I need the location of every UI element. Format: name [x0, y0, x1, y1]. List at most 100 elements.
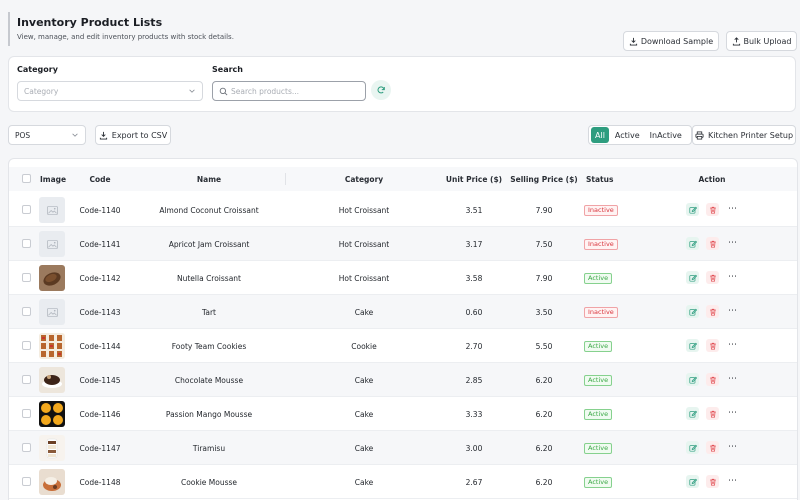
- bulk-upload-button[interactable]: Bulk Upload: [726, 31, 797, 51]
- edit-button[interactable]: [686, 237, 699, 250]
- category-label: Category: [17, 65, 58, 74]
- trash-icon: [709, 308, 717, 316]
- row-checkbox[interactable]: [22, 375, 31, 384]
- delete-button[interactable]: [706, 305, 719, 318]
- cell-unit-price: 2.85: [465, 375, 483, 385]
- more-actions-button[interactable]: ⋯: [726, 237, 739, 250]
- more-actions-button[interactable]: ⋯: [726, 407, 739, 420]
- delete-button[interactable]: [706, 203, 719, 216]
- more-actions-button[interactable]: ⋯: [726, 339, 739, 352]
- edit-button[interactable]: [686, 203, 699, 216]
- table-row[interactable]: Code-1142 Nutella Croissant Hot Croissant 3…: [9, 261, 797, 295]
- cell-name: Tiramisu: [192, 443, 226, 453]
- more-actions-button[interactable]: ⋯: [726, 271, 739, 284]
- download-icon: [629, 37, 637, 46]
- category-select[interactable]: Category: [17, 81, 203, 101]
- cell-unit-price: 0.60: [465, 307, 483, 317]
- cell-unit-price: 2.70: [465, 341, 483, 351]
- page-header: Inventory Product Lists View, manage, an…: [8, 8, 800, 51]
- title-accent-bar: [8, 12, 10, 46]
- row-checkbox[interactable]: [22, 341, 31, 350]
- row-checkbox[interactable]: [22, 239, 31, 248]
- col-name-header: Name: [196, 174, 222, 184]
- download-sample-label: Download Sample: [640, 36, 714, 46]
- more-actions-button[interactable]: ⋯: [726, 203, 739, 216]
- trash-icon: [709, 376, 717, 384]
- delete-button[interactable]: [706, 373, 719, 386]
- row-checkbox[interactable]: [22, 273, 31, 282]
- edit-button[interactable]: [686, 441, 699, 454]
- search-placeholder: Search products...: [231, 86, 300, 96]
- edit-icon: [688, 342, 697, 350]
- cell-code: Code-1146: [79, 409, 121, 419]
- cell-category: Cake: [354, 307, 374, 317]
- table-row[interactable]: Code-1143 Tart Cake 0.60 3.50 Inactive ⋯: [9, 295, 797, 329]
- cell-selling-price: 7.90: [535, 205, 553, 215]
- delete-button[interactable]: [706, 237, 719, 250]
- product-image: [39, 401, 65, 427]
- delete-button[interactable]: [706, 475, 719, 488]
- edit-icon: [688, 410, 697, 418]
- edit-button[interactable]: [686, 407, 699, 420]
- edit-button[interactable]: [686, 475, 699, 488]
- row-checkbox[interactable]: [22, 443, 31, 452]
- edit-button[interactable]: [686, 373, 699, 386]
- tab-all[interactable]: All: [591, 127, 609, 143]
- status-badge: Inactive: [584, 306, 618, 318]
- kitchen-printer-setup-button[interactable]: Kitchen Printer Setup: [692, 125, 796, 145]
- edit-icon: [688, 308, 697, 316]
- more-actions-button[interactable]: ⋯: [726, 441, 739, 454]
- table-row[interactable]: Code-1140 Almond Coconut Croissant Hot Cro…: [9, 193, 797, 227]
- filters-panel: Category Category Search Search products…: [8, 56, 796, 112]
- row-checkbox[interactable]: [22, 409, 31, 418]
- row-checkbox[interactable]: [22, 477, 31, 486]
- delete-button[interactable]: [706, 441, 719, 454]
- status-filter-tabs: All Active InActive: [588, 125, 692, 145]
- table-row[interactable]: Code-1141 Apricot Jam Croissant Hot Croiss…: [9, 227, 797, 261]
- edit-icon: [688, 240, 697, 248]
- edit-button[interactable]: [686, 339, 699, 352]
- cell-name: Footy Team Cookies: [171, 341, 247, 351]
- row-checkbox[interactable]: [22, 307, 31, 316]
- refresh-icon: [377, 86, 385, 94]
- search-input[interactable]: Search products...: [212, 81, 366, 101]
- cell-status: Inactive: [584, 227, 634, 261]
- cell-category: Hot Croissant: [338, 273, 390, 283]
- cell-code: Code-1144: [79, 341, 121, 351]
- product-image: [39, 367, 65, 393]
- cell-selling-price: 6.20: [535, 443, 553, 453]
- cell-selling-price: 7.90: [535, 273, 553, 283]
- tab-inactive[interactable]: InActive: [649, 130, 682, 140]
- kitchen-printer-label: Kitchen Printer Setup: [707, 130, 794, 140]
- download-sample-button[interactable]: Download Sample: [623, 31, 719, 51]
- cell-category: Hot Croissant: [338, 205, 390, 215]
- select-all-checkbox[interactable]: [22, 174, 31, 183]
- more-actions-button[interactable]: ⋯: [726, 305, 739, 318]
- cell-name: Passion Mango Mousse: [165, 409, 253, 419]
- delete-button[interactable]: [706, 407, 719, 420]
- table-row[interactable]: Code-1148 Cookie Mousse Cake 2.67 6.20 Active…: [9, 465, 797, 499]
- search-label: Search: [212, 65, 243, 74]
- pos-select[interactable]: POS: [8, 125, 86, 145]
- delete-button[interactable]: [706, 339, 719, 352]
- edit-icon: [688, 478, 697, 486]
- product-image: [39, 197, 65, 223]
- refresh-button[interactable]: [371, 80, 391, 100]
- col-image-header: Image: [40, 174, 67, 184]
- row-checkbox[interactable]: [22, 205, 31, 214]
- delete-button[interactable]: [706, 271, 719, 284]
- export-csv-button[interactable]: Export to CSV: [95, 125, 171, 145]
- table-row[interactable]: Code-1146 Passion Mango Mousse Cake 3.33 6.2…: [9, 397, 797, 431]
- table-row[interactable]: Code-1147 Tiramisu Cake 3.00 6.20 Active ⋯: [9, 431, 797, 465]
- table-row[interactable]: Code-1145 Chocolate Mousse Cake 2.85 6.20 Act…: [9, 363, 797, 397]
- edit-icon: [688, 444, 697, 452]
- more-icon: ⋯: [728, 238, 737, 248]
- tab-active[interactable]: Active: [614, 130, 640, 140]
- edit-button[interactable]: [686, 305, 699, 318]
- edit-button[interactable]: [686, 271, 699, 284]
- cell-status: Active: [584, 329, 634, 363]
- more-actions-button[interactable]: ⋯: [726, 475, 739, 488]
- table-row[interactable]: Code-1144 Footy Team Cookies Cookie 2.70 5.5…: [9, 329, 797, 363]
- col-selling-price-header: Selling Price ($): [510, 174, 578, 184]
- more-actions-button[interactable]: ⋯: [726, 373, 739, 386]
